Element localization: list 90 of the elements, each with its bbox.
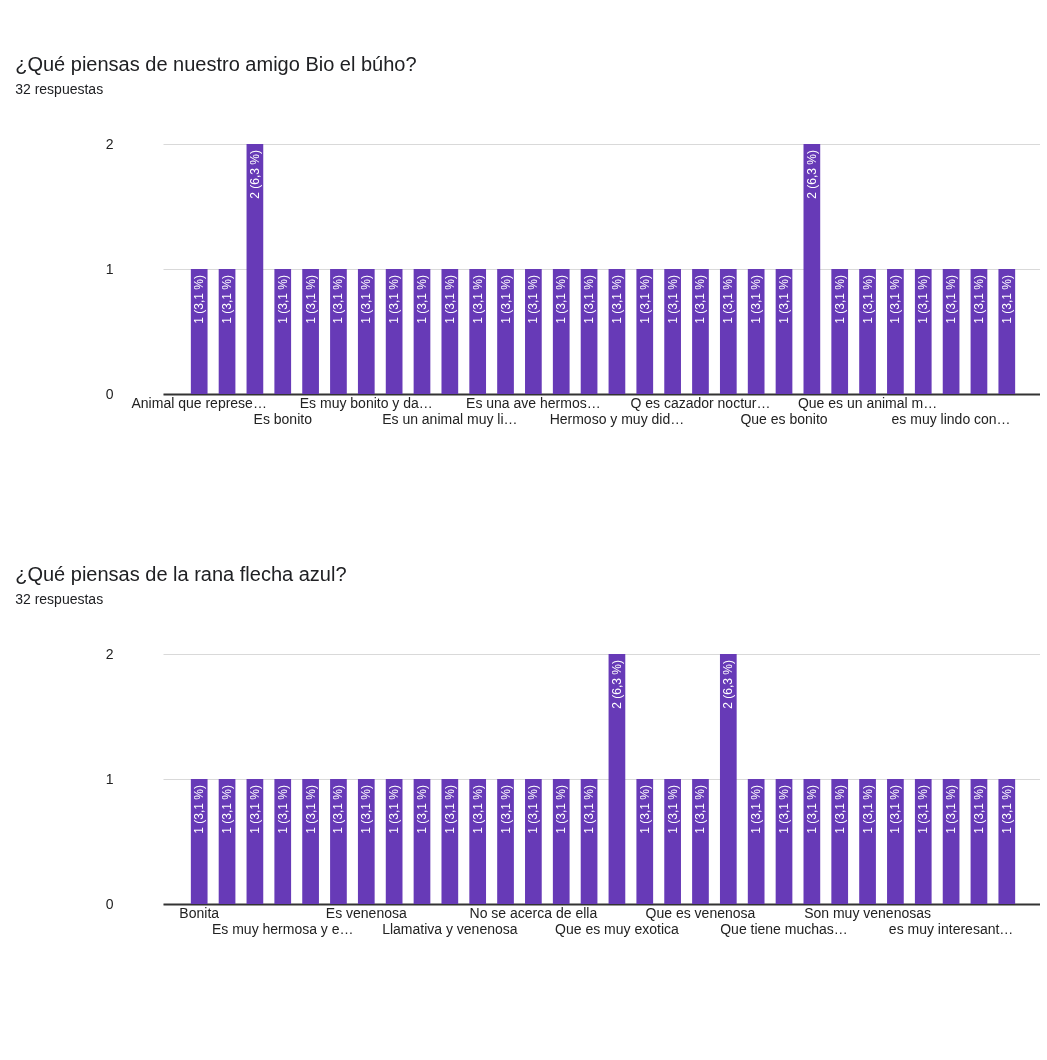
data-label: 1 (3,1 %) — [916, 275, 931, 324]
chart-subtitle: 32 respuestas — [15, 591, 104, 607]
chart-title: ¿Qué piensas de nuestro amigo Bio el búho? — [15, 53, 417, 75]
data-label: 1 (3,1 %) — [693, 785, 708, 834]
data-label: 1 (3,1 %) — [971, 275, 986, 324]
data-label: 1 (3,1 %) — [582, 275, 597, 324]
x-tick-label: Es un animal muy li… — [382, 410, 518, 427]
data-label: 1 (3,1 %) — [888, 785, 903, 834]
data-label: 1 (3,1 %) — [247, 785, 262, 834]
x-tick-label: Hermoso y muy did… — [549, 410, 685, 427]
data-label: 1 (3,1 %) — [777, 785, 792, 834]
data-label: 1 (3,1 %) — [860, 275, 875, 324]
data-label: 1 (3,1 %) — [359, 275, 374, 324]
data-label: 1 (3,1 %) — [220, 785, 235, 834]
data-label: 1 (3,1 %) — [999, 785, 1014, 834]
data-label: 2 (6,3 %) — [721, 660, 736, 709]
data-label: 1 (3,1 %) — [749, 275, 764, 324]
data-label: 1 (3,1 %) — [804, 785, 819, 834]
data-label: 1 (3,1 %) — [665, 275, 680, 324]
data-label: 1 (3,1 %) — [916, 785, 931, 834]
data-label: 1 (3,1 %) — [721, 275, 736, 324]
data-label: 1 (3,1 %) — [331, 785, 346, 834]
x-tick-label: Que es bonito — [740, 410, 828, 427]
y-tick-label: 2 — [105, 135, 114, 152]
data-label: 1 (3,1 %) — [999, 275, 1014, 324]
data-label: 1 (3,1 %) — [387, 785, 402, 834]
data-label: 1 (3,1 %) — [693, 275, 708, 324]
x-tick-label: No se acerca de ella — [469, 904, 598, 921]
data-label: 1 (3,1 %) — [749, 785, 764, 834]
y-tick-label: 1 — [105, 770, 114, 787]
data-label: 1 (3,1 %) — [192, 275, 207, 324]
x-tick-label: Son muy venenosas — [804, 904, 931, 921]
x-tick-label: Q es cazador noctur… — [630, 394, 771, 411]
data-label: 1 (3,1 %) — [192, 785, 207, 834]
data-label: 1 (3,1 %) — [832, 275, 847, 324]
data-label: 1 (3,1 %) — [442, 275, 457, 324]
data-label: 1 (3,1 %) — [414, 275, 429, 324]
data-label: 1 (3,1 %) — [470, 275, 485, 324]
x-tick-label: Es una ave hermos… — [466, 394, 601, 411]
data-label: 1 (3,1 %) — [526, 785, 541, 834]
data-label: 1 (3,1 %) — [387, 275, 402, 324]
y-tick-label: 0 — [105, 895, 114, 912]
x-tick-label: Es muy hermosa y e… — [211, 920, 354, 937]
y-tick-label: 2 — [105, 645, 114, 662]
data-label: 1 (3,1 %) — [470, 785, 485, 834]
x-tick-label: Es bonito — [253, 410, 313, 427]
x-tick-label: Que tiene muchas… — [720, 920, 848, 937]
data-label: 1 (3,1 %) — [888, 275, 903, 324]
data-label: 1 (3,1 %) — [582, 785, 597, 834]
x-tick-label: Es venenosa — [325, 904, 407, 921]
data-label: 1 (3,1 %) — [832, 785, 847, 834]
data-label: 1 (3,1 %) — [665, 785, 680, 834]
x-tick-label: Animal que represe… — [131, 394, 267, 411]
data-label: 1 (3,1 %) — [303, 785, 318, 834]
x-tick-label: Que es un animal m… — [797, 394, 938, 411]
data-label: 1 (3,1 %) — [331, 275, 346, 324]
data-label: 1 (3,1 %) — [944, 785, 959, 834]
data-label: 1 (3,1 %) — [498, 275, 513, 324]
data-label: 2 (6,3 %) — [609, 660, 624, 709]
y-tick-label: 1 — [105, 260, 114, 277]
data-label: 1 (3,1 %) — [220, 275, 235, 324]
data-label: 2 (6,3 %) — [804, 150, 819, 199]
x-tick-label: Que es venenosa — [645, 904, 756, 921]
y-tick-label: 0 — [105, 385, 114, 402]
x-tick-label: Que es muy exotica — [555, 920, 679, 937]
data-label: 1 (3,1 %) — [359, 785, 374, 834]
data-label: 1 (3,1 %) — [303, 275, 318, 324]
x-tick-label: Es muy bonito y da… — [299, 394, 433, 411]
data-label: 1 (3,1 %) — [637, 785, 652, 834]
x-tick-label: Bonita — [179, 904, 220, 921]
data-label: 1 (3,1 %) — [414, 785, 429, 834]
data-label: 1 (3,1 %) — [971, 785, 986, 834]
chart-subtitle: 32 respuestas — [15, 81, 104, 97]
data-label: 1 (3,1 %) — [526, 275, 541, 324]
data-label: 1 (3,1 %) — [609, 275, 624, 324]
data-label: 1 (3,1 %) — [554, 275, 569, 324]
data-label: 1 (3,1 %) — [637, 275, 652, 324]
data-label: 1 (3,1 %) — [944, 275, 959, 324]
x-tick-label: es muy interesant… — [888, 920, 1014, 937]
data-label: 1 (3,1 %) — [860, 785, 875, 834]
x-tick-label: es muy lindo con… — [891, 410, 1011, 427]
data-label: 1 (3,1 %) — [275, 785, 290, 834]
x-tick-label: Llamativa y venenosa — [382, 920, 518, 937]
data-label: 1 (3,1 %) — [554, 785, 569, 834]
data-label: 2 (6,3 %) — [247, 150, 262, 199]
data-label: 1 (3,1 %) — [275, 275, 290, 324]
data-label: 1 (3,1 %) — [777, 275, 792, 324]
data-label: 1 (3,1 %) — [442, 785, 457, 834]
data-label: 1 (3,1 %) — [498, 785, 513, 834]
chart-title: ¿Qué piensas de la rana flecha azul? — [15, 563, 347, 585]
